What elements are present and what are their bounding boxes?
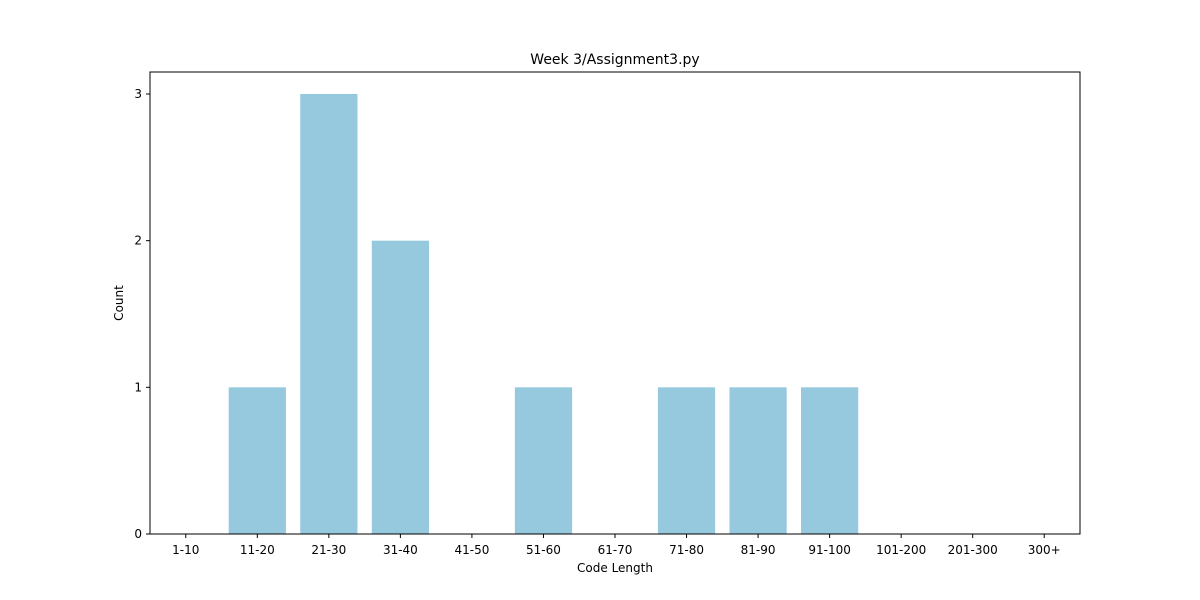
x-axis-label: Code Length [577, 561, 653, 575]
x-tick-label: 31-40 [383, 543, 418, 557]
y-tick-label: 2 [134, 234, 142, 248]
plot-frame [149, 71, 1081, 535]
y-tick-label: 3 [134, 87, 142, 101]
x-tick-label: 71-80 [669, 543, 704, 557]
x-tick-label: 11-20 [240, 543, 275, 557]
x-tick-label: 51-60 [526, 543, 561, 557]
bar-71-80 [657, 387, 716, 534]
x-tick-label: 81-90 [741, 543, 776, 557]
x-tick-label: 61-70 [598, 543, 633, 557]
bar-21-30 [300, 94, 358, 534]
chart-title: Week 3/Assignment3.py [530, 52, 699, 68]
x-tick-label: 101-200 [876, 543, 926, 557]
x-axis: 1-10 11-20 21-30 31-40 41-50 51-60 61-70 71-80 8… [172, 534, 1061, 557]
bar-51-60 [514, 387, 573, 534]
bars-group [228, 94, 859, 535]
bar-31-40 [371, 240, 429, 535]
x-tick-label: 21-30 [311, 543, 346, 557]
x-tick-label: 91-100 [808, 543, 851, 557]
bar-81-90 [729, 387, 787, 534]
y-axis: 0 1 2 3 [134, 87, 150, 541]
x-tick-label: 1-10 [172, 543, 199, 557]
y-tick-label: 0 [134, 527, 142, 541]
bar-91-100 [801, 387, 859, 534]
x-tick-label: 201-300 [948, 543, 998, 557]
x-tick-label: 41-50 [454, 543, 489, 557]
y-axis-label: Count [112, 285, 126, 321]
y-tick-label: 1 [134, 380, 142, 394]
x-tick-label: 300+ [1028, 543, 1061, 557]
bar-11-20 [228, 387, 286, 534]
